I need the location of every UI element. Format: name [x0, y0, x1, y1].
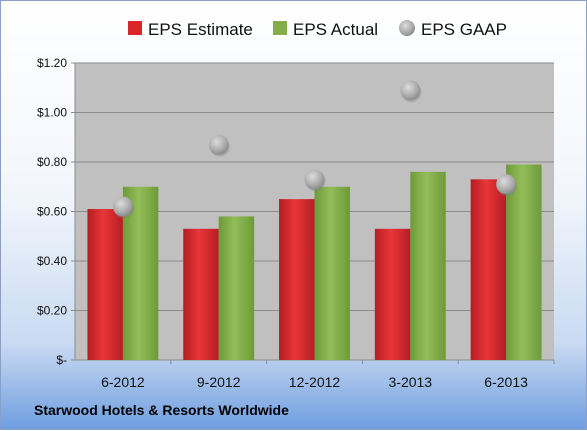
company-name: Starwood Hotels & Resorts Worldwide [34, 402, 289, 418]
plot-area: $- $0.20 $0.40 $0.60 $0.80 $1.00 $1.20 6-2012 9-… [37, 56, 555, 390]
legend-swatch-eps-estimate [128, 21, 142, 35]
bar-eps-actual [122, 186, 159, 360]
y-tick-label: $0.60 [37, 205, 67, 219]
legend: EPS Estimate EPS Actual EPS GAAP [128, 20, 507, 39]
bar-eps-estimate [279, 199, 315, 360]
point-eps-gaap [496, 174, 517, 195]
y-tick-label: $0.80 [37, 155, 67, 169]
y-tick-label: $0.20 [37, 304, 67, 318]
legend-swatch-eps-actual [273, 21, 287, 35]
x-tick-label: 9-2012 [197, 374, 241, 390]
x-tick-label: 6-2012 [101, 374, 145, 390]
bar-eps-estimate [183, 228, 219, 360]
bar-eps-actual [506, 164, 542, 360]
x-tick-label: 6-2013 [484, 374, 528, 390]
legend-label-eps-gaap: EPS GAAP [421, 20, 507, 39]
bar-eps-estimate [374, 228, 411, 360]
bar-eps-estimate [470, 179, 507, 360]
point-eps-gaap [304, 169, 325, 190]
legend-swatch-eps-gaap [399, 20, 415, 36]
y-tick-label: $1.00 [37, 106, 67, 120]
bar-eps-estimate [87, 209, 123, 360]
point-eps-gaap [400, 80, 421, 101]
legend-label-eps-actual: EPS Actual [293, 20, 378, 39]
x-tick-label: 12-2012 [289, 374, 341, 390]
bar-eps-actual [218, 216, 255, 360]
bar-eps-actual [410, 171, 446, 360]
y-tick-label: $1.20 [37, 56, 67, 70]
point-eps-gaap [208, 134, 229, 155]
legend-label-eps-estimate: EPS Estimate [148, 20, 253, 39]
bar-eps-actual [314, 186, 350, 360]
x-tick-label: 3-2013 [389, 374, 433, 390]
y-tick-label: $- [56, 353, 67, 367]
y-tick-label: $0.40 [37, 254, 67, 268]
point-eps-gaap [112, 196, 133, 217]
